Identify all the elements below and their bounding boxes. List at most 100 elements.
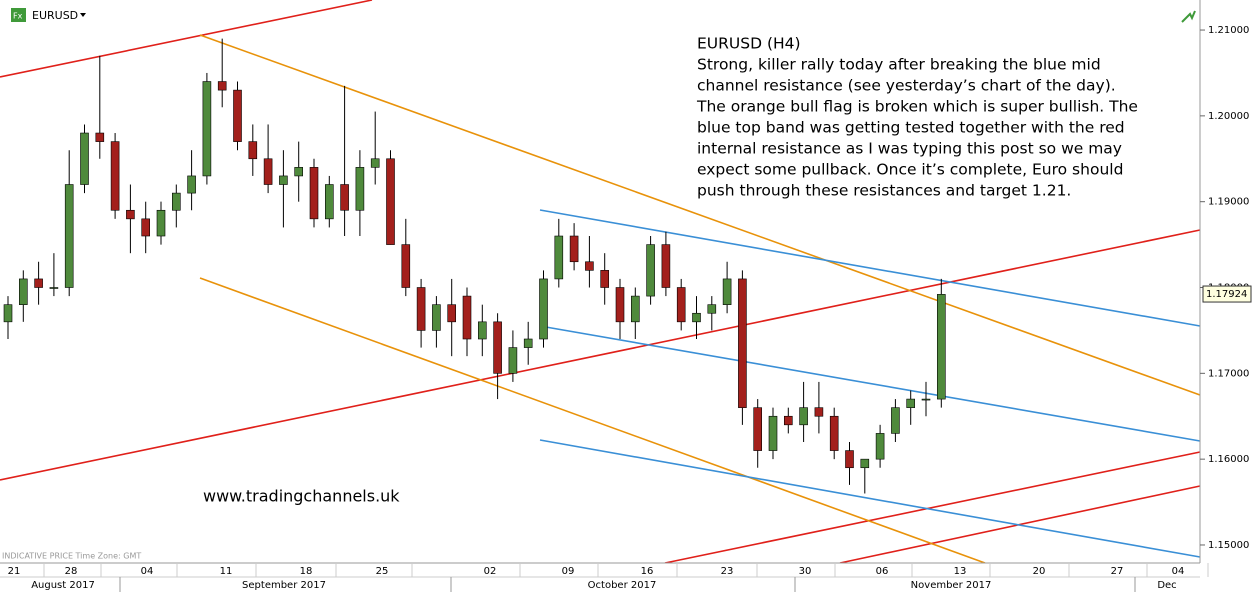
candle-body (386, 158, 395, 245)
x-day-label: 23 (721, 566, 734, 577)
candle-body (80, 132, 89, 185)
x-day-label: 06 (876, 566, 889, 577)
red-channel-line (0, 0, 373, 78)
candle-body (202, 81, 212, 177)
candle-body (921, 398, 931, 401)
fx-icon-text: Fx (13, 12, 23, 21)
axes: 1.150001.160001.170001.180001.190001.200… (8, 25, 1252, 592)
candle-body (554, 235, 564, 280)
x-day-label: 09 (562, 566, 575, 577)
candle-body (110, 141, 120, 211)
candle-body (172, 192, 181, 211)
x-month-label: November 2017 (911, 580, 992, 591)
x-day-label: 18 (300, 566, 313, 577)
candle-body (126, 209, 135, 220)
candle-body (539, 278, 548, 340)
symbol-dropdown[interactable] (80, 13, 86, 17)
candle-body (416, 287, 426, 331)
candle-body (355, 167, 365, 211)
candle-body (768, 415, 778, 451)
candle-body (462, 295, 472, 340)
blue-channel-line (539, 209, 1201, 327)
x-day-label: 16 (641, 566, 654, 577)
fx-icon (11, 8, 26, 22)
red-channel-line (664, 451, 1201, 564)
candle-body (34, 278, 43, 288)
last-price-box (1202, 285, 1252, 303)
x-day-label: 21 (8, 566, 21, 577)
y-tick-label: 1.16000 (1208, 454, 1249, 465)
candle-body (324, 184, 334, 220)
candle-body (49, 287, 59, 289)
last-price-label: 1.17924 (1206, 289, 1247, 300)
candle-body (309, 167, 319, 220)
annotation-line: blue top band was getting tested togethe… (697, 119, 1125, 137)
candle-body (217, 81, 227, 91)
candle-body (233, 89, 242, 142)
trend-lines (0, 0, 1201, 564)
candle-body (477, 321, 487, 340)
candle-body (692, 312, 701, 323)
candle-body (860, 458, 870, 469)
candle-body (3, 304, 13, 323)
candle-body (722, 278, 732, 305)
x-month-label: September 2017 (242, 580, 326, 591)
candle-body (18, 278, 28, 305)
candle-body (156, 209, 166, 237)
candle-body (753, 407, 763, 451)
x-month-label: Dec (1157, 580, 1176, 591)
orange-flag-line (199, 34, 1201, 396)
candle-body (814, 407, 824, 417)
x-day-label: 30 (799, 566, 812, 577)
x-day-label: 11 (220, 566, 233, 577)
x-day-label: 27 (1111, 566, 1124, 577)
watermark: www.tradingchannels.uk (203, 487, 400, 506)
annotation-line: push through these resistances and targe… (697, 182, 1071, 200)
candle-body (707, 304, 717, 314)
candle-body (569, 235, 579, 263)
x-month-label: August 2017 (31, 580, 95, 591)
red-channel-line (0, 229, 1201, 481)
candle-body (829, 415, 839, 451)
candle-body (646, 244, 655, 297)
candle-body (401, 244, 411, 288)
y-tick-label: 1.19000 (1208, 197, 1249, 208)
x-day-label: 25 (376, 566, 389, 577)
candle-body (936, 294, 946, 400)
candle-body (279, 175, 288, 185)
candle-body (248, 141, 258, 160)
candle-body (432, 304, 441, 331)
x-day-label: 20 (1033, 566, 1046, 577)
candle-body (263, 158, 273, 185)
connection-icon (1181, 10, 1196, 23)
orange-flag-line (199, 277, 986, 564)
y-tick-label: 1.15000 (1208, 540, 1249, 551)
candle-body (508, 347, 518, 374)
y-tick-label: 1.20000 (1208, 111, 1249, 122)
y-tick-label: 1.17000 (1208, 368, 1249, 379)
candle-body (906, 398, 916, 408)
candle-body (799, 407, 808, 426)
blue-channel-line (539, 325, 1201, 442)
candle-body (891, 407, 900, 434)
annotation-line: The orange bull flag is broken which is … (696, 98, 1138, 116)
blue-channel-line (539, 439, 1201, 558)
plot-area (0, 0, 1200, 563)
candle-body (615, 287, 625, 323)
annotation-line: channel resistance (see yesterday’s char… (697, 77, 1116, 95)
candle-body (340, 184, 349, 211)
candle-body (447, 304, 457, 323)
x-day-label: 28 (65, 566, 78, 577)
annotation-line: expect some pullback. Once it’s complete… (697, 161, 1123, 179)
symbol[interactable]: EURUSD (32, 9, 78, 22)
candle-body (783, 415, 793, 426)
footnote: INDICATIVE PRICE Time Zone: GMT (2, 552, 141, 561)
candle-body (630, 295, 640, 323)
candle-body (661, 244, 671, 288)
candle-body (141, 218, 150, 237)
annotation-line: Strong, killer rally today after breakin… (697, 56, 1101, 74)
candle-body (294, 167, 304, 177)
candle-body (845, 450, 854, 469)
candle-body (523, 338, 533, 348)
candle-body (875, 433, 885, 460)
